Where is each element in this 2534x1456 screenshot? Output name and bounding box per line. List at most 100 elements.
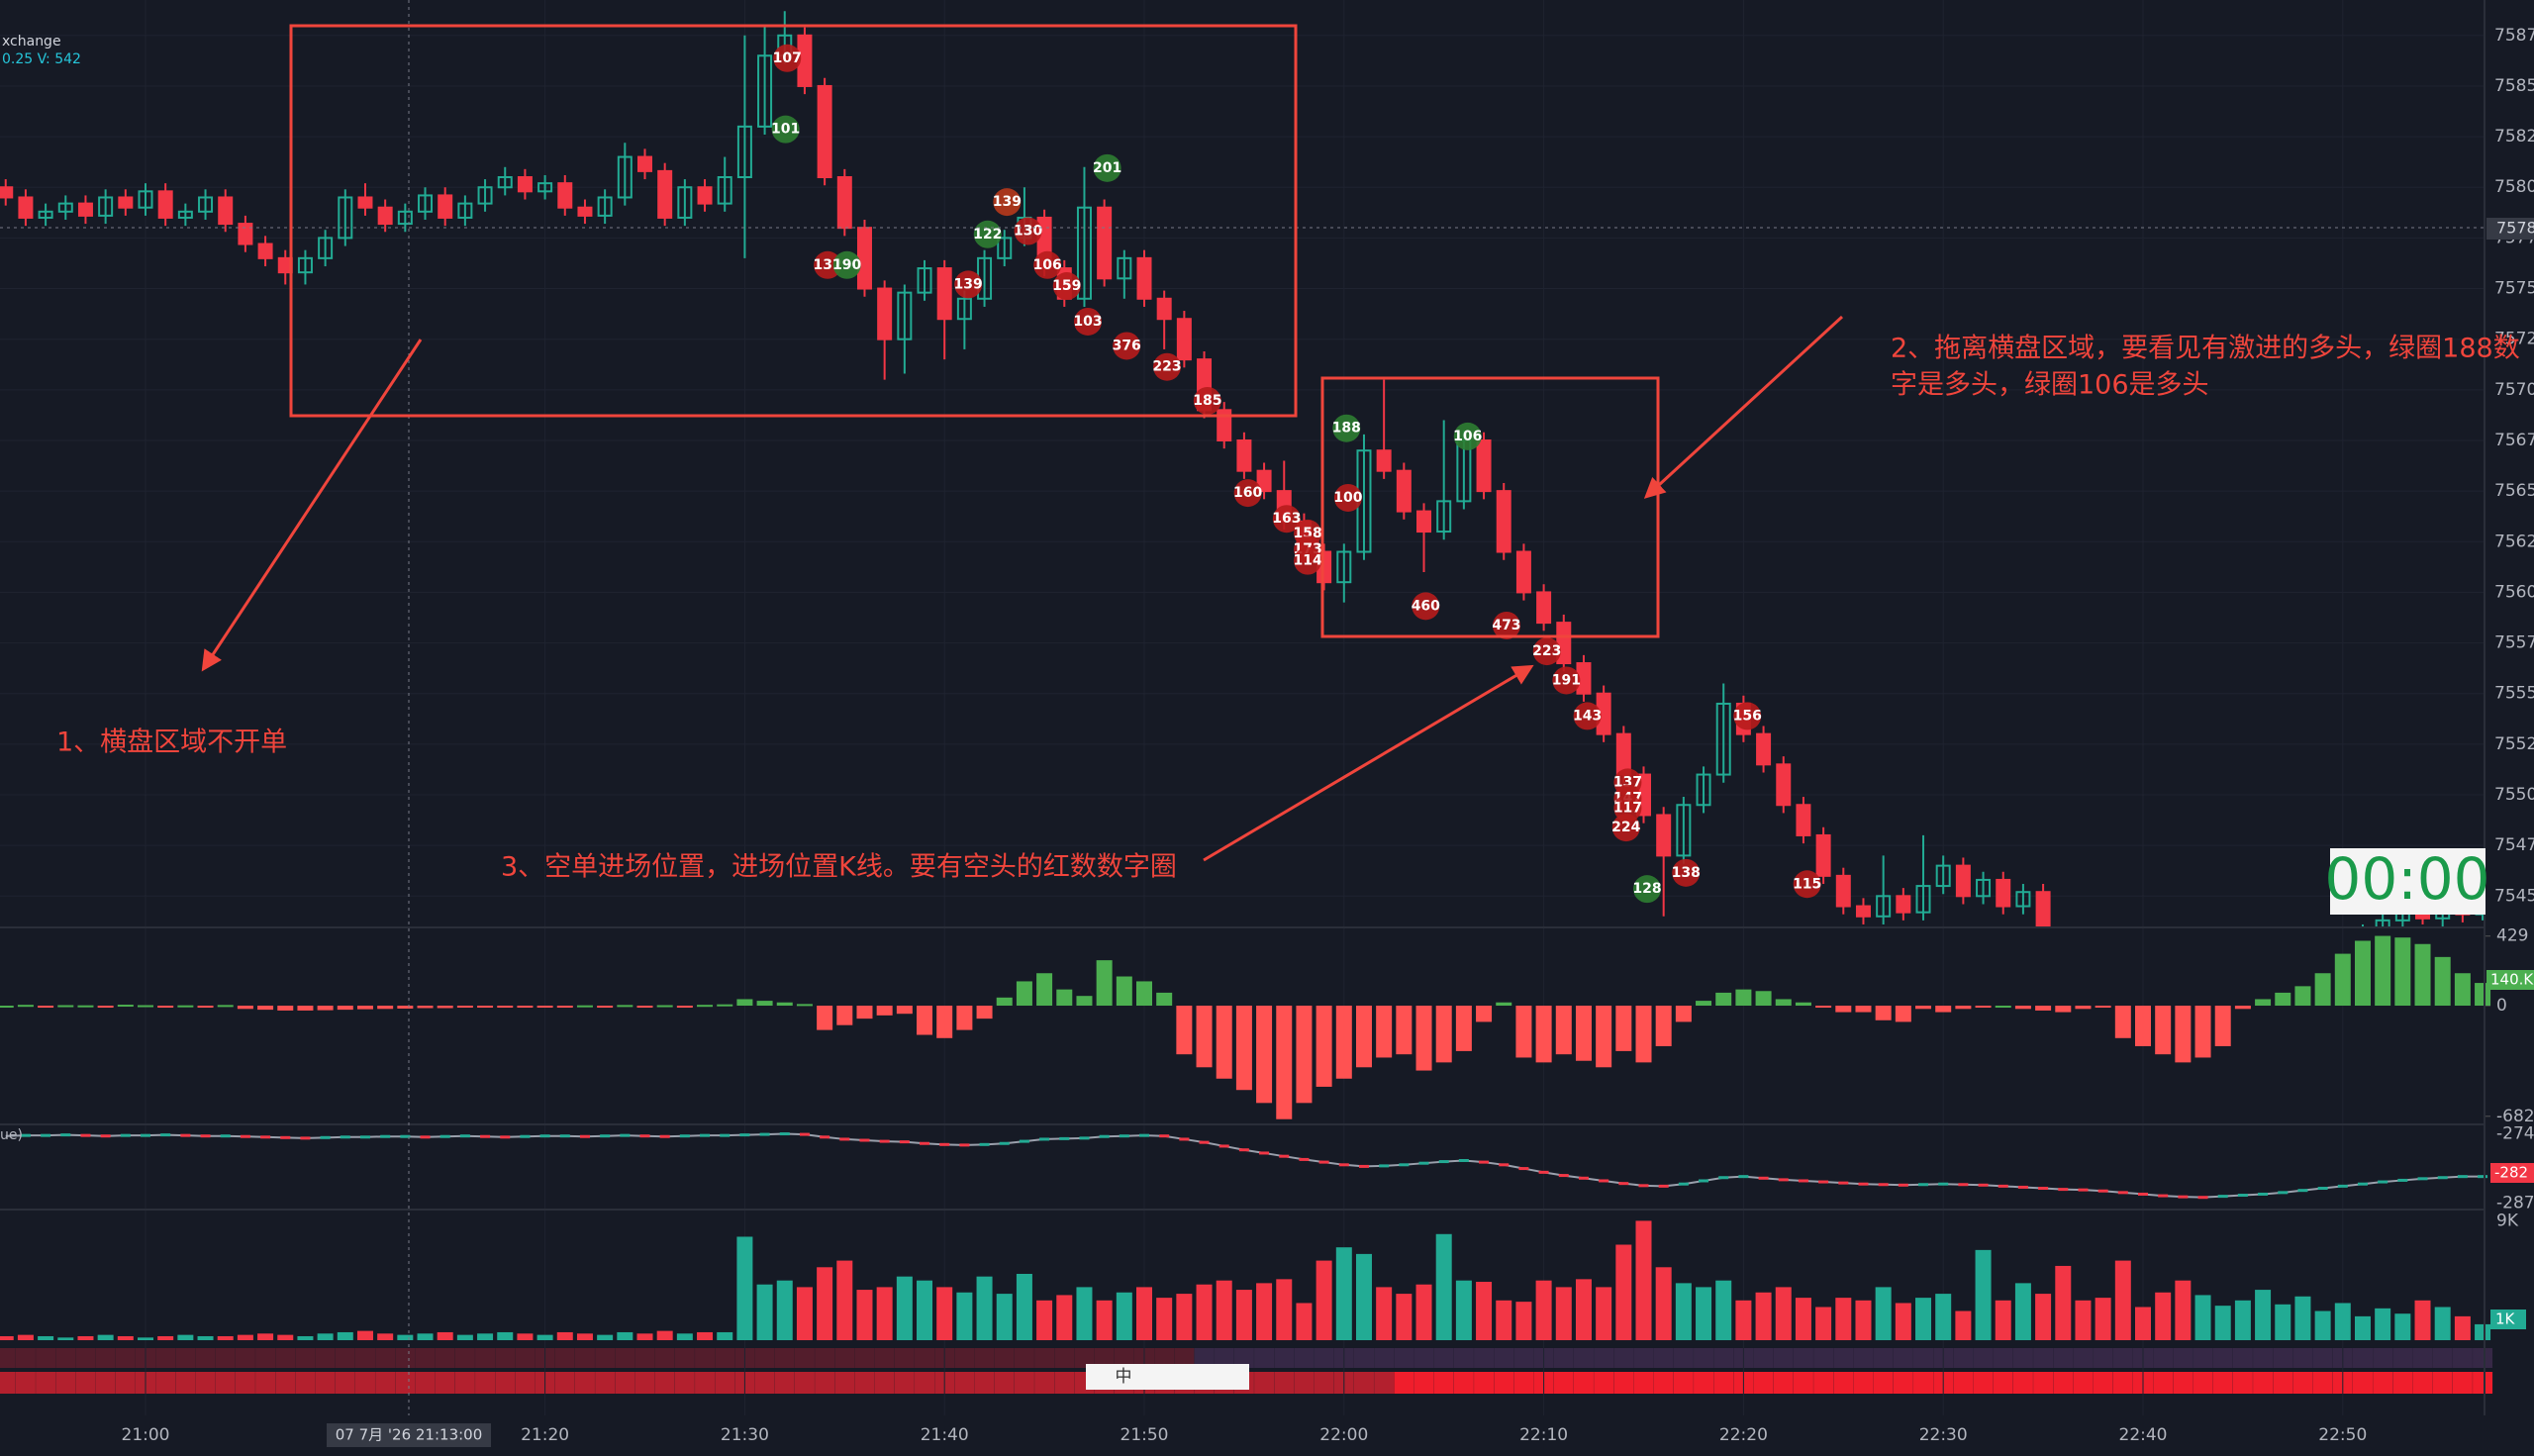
- bubble: [1193, 386, 1221, 415]
- cvd-tick: [659, 1134, 670, 1138]
- bubble-label: 185: [1193, 393, 1221, 409]
- candle-body: [57, 202, 73, 213]
- heat-cell: [454, 1348, 475, 1368]
- heat-cell: [1034, 1348, 1055, 1368]
- bubble: [1412, 592, 1440, 621]
- bubble: [814, 250, 842, 279]
- heat-cell: [195, 1372, 216, 1394]
- volume-bar: [636, 1333, 653, 1340]
- heat-cell: [2432, 1372, 2453, 1394]
- cvd-tick: [2237, 1194, 2248, 1198]
- heat-cell: [2012, 1348, 2033, 1368]
- delta-bar: [1156, 992, 1173, 1007]
- heat-cell: [1494, 1348, 1514, 1368]
- heat-cell: [315, 1372, 336, 1394]
- heat-cell: [2232, 1372, 2253, 1394]
- y-tick-label: 7565: [2494, 481, 2534, 501]
- cvd-tick: [1119, 1134, 1129, 1138]
- candle-body: [1915, 885, 1931, 914]
- delta-bar: [38, 1006, 54, 1009]
- cvd-tick: [1039, 1137, 1050, 1141]
- delta-bar: [217, 1005, 234, 1008]
- x-tick-label: 21:00: [122, 1425, 170, 1445]
- heat-cell: [335, 1348, 355, 1368]
- volume-bar: [1655, 1267, 1672, 1340]
- bubble-label: 101: [771, 122, 800, 138]
- cvd-tick: [380, 1134, 391, 1138]
- volume-bar: [856, 1290, 873, 1340]
- bubble-label: 139: [993, 194, 1022, 210]
- delta-bar: [917, 1006, 933, 1035]
- heat-cell: [2373, 1348, 2393, 1368]
- bubble: [1633, 875, 1662, 904]
- bubble: [1052, 272, 1081, 301]
- heat-cell: [1074, 1348, 1095, 1368]
- y-tick-label: 7552: [2494, 734, 2534, 754]
- heat-cell: [1394, 1372, 1414, 1394]
- delta-bar: [337, 1006, 353, 1011]
- candle-body: [477, 186, 493, 205]
- candle-body: [897, 291, 913, 340]
- heat-cell: [2073, 1348, 2094, 1368]
- cvd-tick: [220, 1134, 231, 1138]
- delta-bar: [2255, 999, 2272, 1007]
- current-box: [2490, 1310, 2526, 1329]
- heat-cell: [2053, 1372, 2074, 1394]
- cvd-tick: [2278, 1191, 2289, 1195]
- candle-body: [118, 196, 134, 209]
- candle-body: [157, 190, 173, 219]
- bubble: [1453, 422, 1482, 450]
- delta-bar: [617, 1005, 634, 1008]
- delta-bar: [277, 1006, 294, 1011]
- bubble: [993, 188, 1022, 217]
- heat-cell: [634, 1348, 655, 1368]
- heat-cell: [1254, 1372, 1275, 1394]
- annotation-arrow: [201, 339, 423, 672]
- delta-bar: [656, 1005, 673, 1008]
- toolbar-label[interactable]: 中: [1116, 1367, 1132, 1387]
- volume-bar: [896, 1276, 913, 1340]
- heat-cell: [615, 1348, 635, 1368]
- y-tick-label: 7550: [2494, 785, 2534, 805]
- delta-bar: [2454, 973, 2471, 1007]
- y-tick-label: 7582: [2494, 127, 2534, 146]
- delta-bar: [2214, 1006, 2231, 1046]
- candle-body: [1835, 874, 1851, 908]
- heat-cell: [915, 1372, 935, 1394]
- volume-bar: [1815, 1307, 1832, 1340]
- heat-cell: [1653, 1348, 1674, 1368]
- cvd-tick: [1399, 1163, 1410, 1167]
- heat-cell: [2473, 1348, 2493, 1368]
- candle-body: [1076, 206, 1092, 300]
- delta-bar: [1036, 973, 1053, 1007]
- heat-cell: [994, 1372, 1015, 1394]
- delta-bar: [697, 1005, 714, 1008]
- candle-body: [517, 176, 533, 193]
- bubble-label: 106: [1033, 257, 1062, 273]
- bubble: [1033, 250, 1062, 279]
- cvd-tick: [2097, 1189, 2108, 1193]
- cvd-tick: [41, 1133, 51, 1137]
- heatmap-strip: [0, 1348, 2493, 1394]
- bubble-label: 191: [1552, 672, 1581, 688]
- delta-bar: [197, 1006, 214, 1009]
- heat-cell: [2093, 1372, 2113, 1394]
- cvd-tick: [2258, 1192, 2269, 1196]
- delta-bar: [1696, 1001, 1712, 1007]
- volume-bar: [956, 1292, 973, 1340]
- cvd-tick: [1599, 1179, 1609, 1183]
- delta-bar: [1575, 1006, 1592, 1061]
- toolbar[interactable]: [1086, 1364, 1249, 1390]
- candle-body: [836, 176, 852, 230]
- heat-cell: [974, 1372, 995, 1394]
- cvd-label: ue): [0, 1127, 23, 1143]
- volume-bar: [1256, 1283, 1273, 1340]
- candle-body: [0, 186, 14, 199]
- candle-body: [1756, 732, 1772, 766]
- cvd-tick: [1499, 1163, 1510, 1167]
- heat-cell: [55, 1372, 76, 1394]
- heat-cell: [2173, 1372, 2193, 1394]
- heat-cell: [1374, 1372, 1395, 1394]
- candle-body: [1656, 814, 1672, 857]
- x-tick-label: 21:40: [921, 1425, 969, 1445]
